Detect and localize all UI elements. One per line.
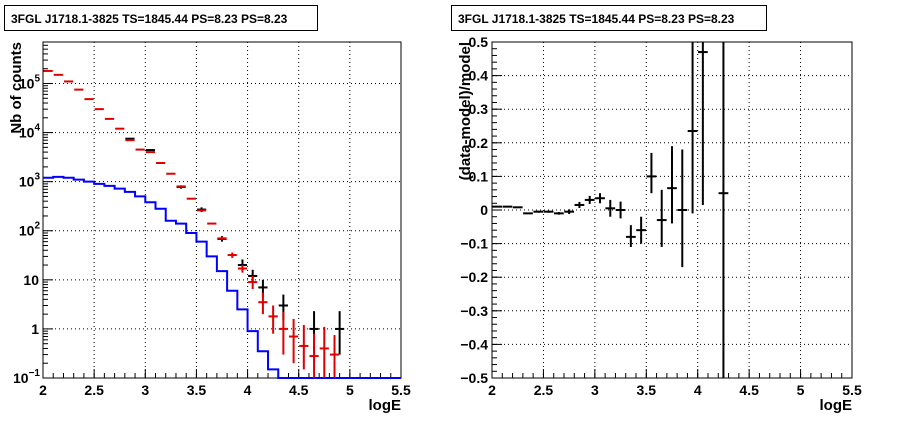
y-axis-label: (data-model)/model	[457, 42, 474, 180]
y-tick-label: 0.3	[469, 101, 489, 117]
y-tick-label: 0.2	[469, 135, 489, 151]
x-tick-label: 4	[694, 382, 702, 398]
x-tick-label: 5.5	[842, 382, 862, 398]
x-tick-label: 2	[488, 382, 496, 398]
y-tick-label: 10	[23, 272, 39, 288]
y-tick-label: −0.4	[460, 336, 488, 352]
y-tick-label: 104	[19, 123, 41, 141]
x-tick-label: 4	[244, 382, 252, 398]
counts-plot-title: 3FGL J1718.1-3825 TS=1845.44 PS=8.23 PS=…	[4, 5, 318, 31]
x-axis-label: logE	[369, 397, 402, 414]
x-tick-label: 4.5	[289, 382, 309, 398]
x-axis-label: logE	[820, 397, 853, 414]
x-tick-label: 5	[346, 382, 354, 398]
y-tick-label: 0	[480, 202, 488, 218]
y-tick-label: 0.1	[469, 168, 489, 184]
x-tick-label: 2	[39, 382, 47, 398]
model-histogram-line	[43, 175, 401, 379]
counts-plot: 2 2.5 3 3.5 4 4.5 5 5.5 10−1 1 10 102 103 104 105 logE N…	[8, 41, 411, 414]
y-tick-label: −0.1	[460, 236, 488, 252]
x-tick-label: 5	[797, 382, 805, 398]
x-tick-label: 3.5	[187, 382, 207, 398]
y-tick-label: 0.5	[469, 34, 489, 50]
y-tick-label: 105	[19, 73, 41, 91]
x-tick-label: 3	[591, 382, 599, 398]
y-tick-label: 10−1	[13, 368, 40, 386]
plot-frame	[42, 41, 402, 379]
y-tick-label: 0.4	[469, 68, 489, 84]
x-tick-label: 5.5	[391, 382, 411, 398]
x-tick-label: 3	[141, 382, 149, 398]
x-tick-label: 4.5	[739, 382, 759, 398]
y-axis-label: Nb of counts	[8, 42, 25, 134]
y-tick-label: 1	[31, 321, 39, 337]
y-tick-label: −0.3	[460, 303, 488, 319]
y-tick-label: 103	[19, 172, 41, 190]
residuals-plot: 2 2.5 3 3.5 4 4.5 5 5.5 −0.5 −0.4 −0.3 −0.2 −0.1 0 0.1…	[457, 34, 862, 414]
residuals-plot-title: 3FGL J1718.1-3825 TS=1845.44 PS=8.23 PS=…	[451, 5, 767, 31]
y-tick-label: 102	[19, 221, 41, 239]
y-tick-label: −0.5	[460, 370, 488, 386]
x-tick-label: 2.5	[84, 382, 104, 398]
x-tick-label: 3.5	[637, 382, 657, 398]
x-tick-label: 2.5	[534, 382, 554, 398]
y-tick-label: −0.2	[460, 269, 488, 285]
